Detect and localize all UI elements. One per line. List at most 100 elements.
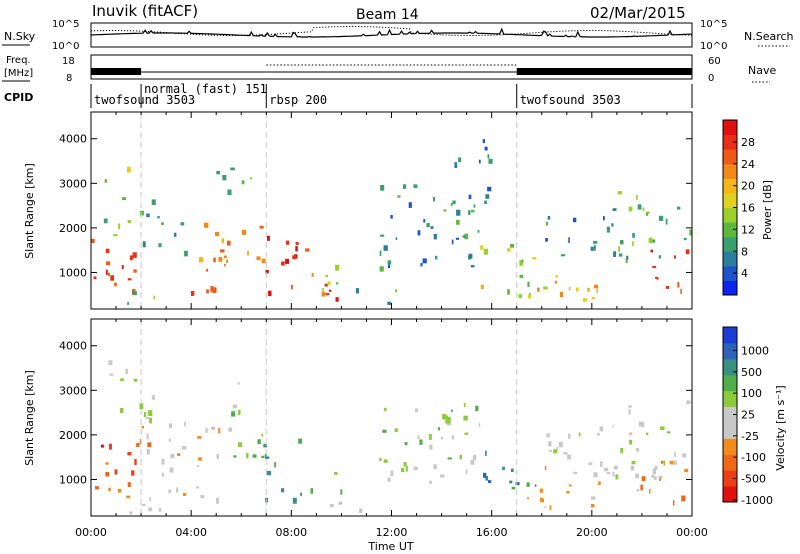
velocity-cell [338,501,341,504]
velocity-cell [672,460,677,465]
power-cell [655,276,658,279]
velocity-cell [413,466,418,471]
power-cell [328,289,332,292]
freq-marks [91,64,692,75]
velocity-cell [359,508,363,513]
power-cell [246,251,250,256]
power-cell [417,230,421,236]
power-colorbar-swatch [723,163,737,179]
velocity-cell [463,402,466,407]
velocity-cell [197,436,202,439]
velocity-cell [182,492,187,496]
power-cell [408,202,412,208]
velocity-cell [129,511,133,515]
power-cell [576,287,579,292]
power-cell [180,222,185,226]
velocity-cell [470,460,475,465]
power-cell [642,207,645,211]
velocity-cell [568,484,572,487]
velocity-cell [544,506,547,509]
power-cell [555,275,558,278]
velocity-cell [478,423,481,427]
velocity-cell [292,497,297,504]
power-colorbar-swatch [723,236,737,252]
velocity-cell [133,378,138,382]
velocity-cell [198,457,203,461]
power-cell [379,266,384,272]
velocity-colorbar-swatch [723,438,737,455]
velocity-cell [604,467,609,472]
power-cell [613,251,617,257]
power-cell [683,237,687,241]
velocity-cell [566,491,570,494]
velocity-colorbar-swatch [723,422,737,439]
power-cell [295,242,299,245]
velocity-colorbar-swatch [723,327,737,344]
velocity-cell [146,433,149,440]
velocity-cell [169,423,173,429]
cpid-mode-label: normal (fast) 151 [144,82,267,96]
power-colorbar-swatch [723,251,737,267]
velocity-cell [660,460,664,464]
power-cell [632,233,635,238]
velocity-cell [264,456,270,459]
velocity-cell [658,475,663,479]
power-cell [224,263,226,267]
velocity-cell [558,441,563,448]
power-cell [267,235,270,241]
velocity-frame [90,318,693,517]
velocity-cell [654,465,658,470]
freq-right-tick-top: 60 [708,56,721,67]
velocity-cell [205,428,208,433]
x-tick-label: 04:00 [175,526,207,539]
velocity-cell [510,468,514,472]
power-cell [468,210,471,215]
power-cell [268,290,272,297]
velocity-cell [669,460,674,465]
velocity-cell [546,433,550,438]
velocity-cell [114,469,118,475]
power-cell [121,265,124,270]
power-cell [689,229,692,236]
power-cell [591,297,595,300]
velocity-cell [169,467,174,473]
velocity-colorbar-tick-label: 25 [741,409,755,422]
power-cell [602,216,605,221]
power-cell [510,244,514,248]
velocity-cell [390,470,394,477]
velocity-cell [540,497,543,500]
velocity-colorbar-tick-label: 100 [741,387,762,400]
velocity-cell [588,462,593,466]
velocity-cell [651,474,655,478]
velocity-cell [181,446,187,450]
velocity-cell [682,453,687,458]
power-cell [484,200,487,204]
velocity-cell [146,448,150,455]
velocity-cell [334,472,338,475]
velocity-cell [417,435,420,439]
velocity-cell [216,497,219,504]
velocity-cell [438,427,441,431]
velocity-cell [445,415,449,422]
power-cell [153,295,156,300]
power-cell [626,255,629,260]
noise-sky-line [90,27,693,38]
power-cell [480,284,484,290]
velocity-cell [195,486,200,489]
velocity-cell [298,438,303,444]
velocity-cell [196,465,199,468]
power-cell [127,301,129,305]
power-cell [547,216,551,220]
power-cell [161,222,164,225]
velocity-cell [379,457,382,461]
power-cell [470,265,475,268]
freq-panel: Freq. [MHz] 18 8 60 0 Nave [2,54,776,84]
velocity-cell [118,488,122,493]
power-cell [105,248,110,254]
power-ytick-label: 3000 [59,177,87,190]
velocity-cell [447,457,452,460]
power-colorbar-swatch [723,207,737,223]
power-cell [677,282,680,288]
velocity-colorbar-tick-label: 500 [741,366,762,379]
power-cell [545,221,548,226]
